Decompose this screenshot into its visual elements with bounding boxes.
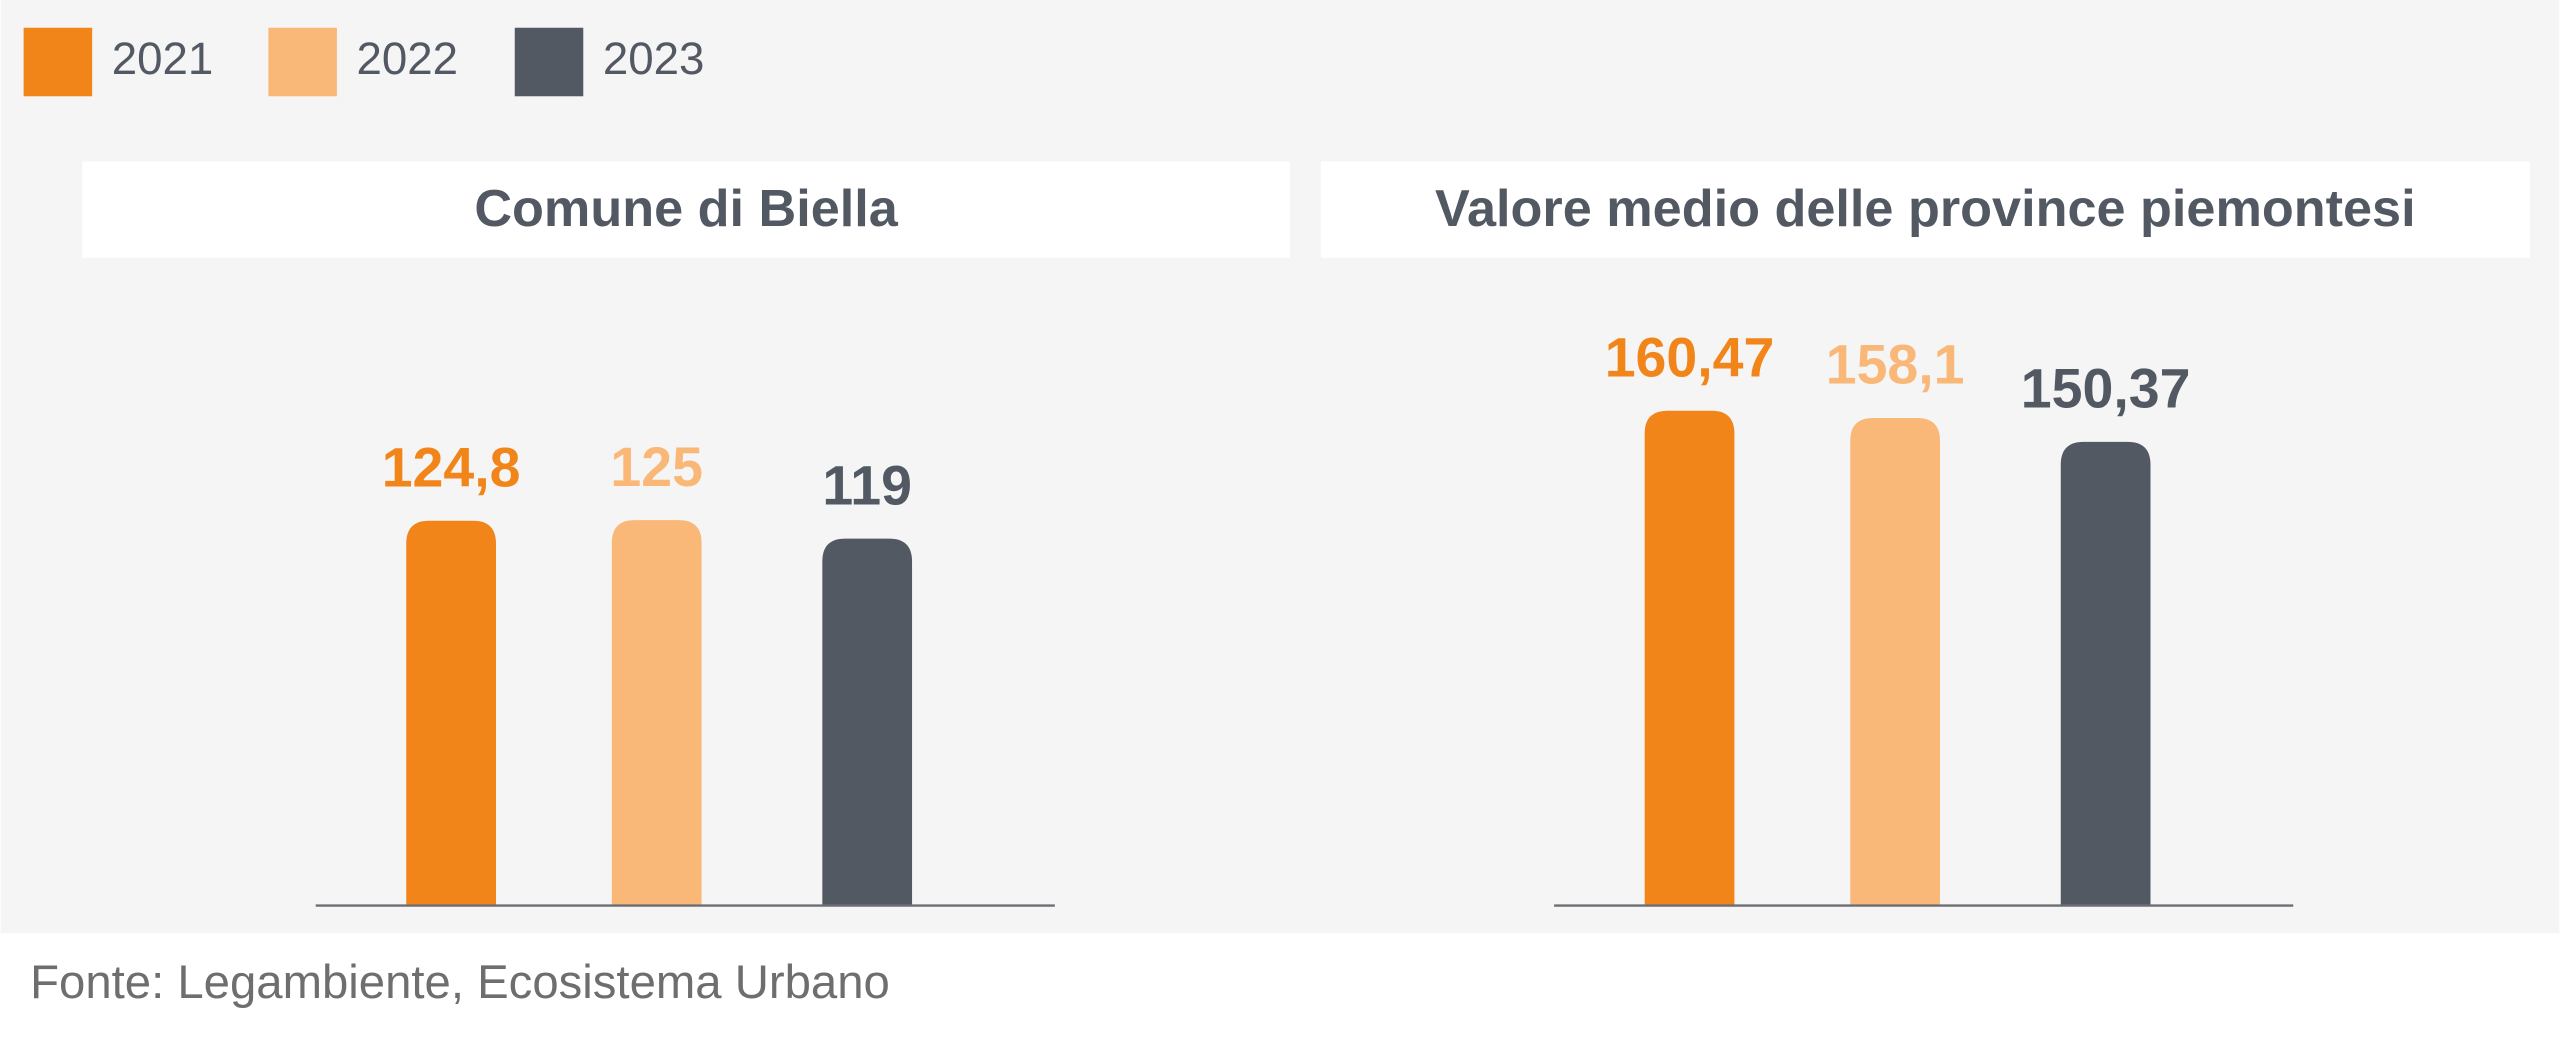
bar [2060,441,2151,906]
panel-title-box [1320,161,2530,258]
panel-title: Valore medio delle province piemontesi [1435,180,2416,238]
source: Fonte: Legambiente, Ecosistema Urbano [30,956,890,1009]
bar [611,520,702,906]
value-label: 119 [822,454,911,516]
legend-swatch [268,27,337,97]
legend-swatch [23,27,93,97]
legend-label: 2021 [112,33,214,84]
legend-label: 2023 [603,33,705,84]
bar [406,520,496,906]
legend-label: 2022 [356,33,458,84]
value-label: 150,37 [2021,358,2191,420]
legend-swatch [514,27,584,97]
value-label: 124,8 [382,436,521,498]
panel-title-box [82,161,1290,258]
bar [822,538,913,906]
bar [1850,418,1941,906]
value-label: 158,1 [1826,334,1965,396]
panel-title: Comune di Biella [474,180,898,238]
value-label: 160,47 [1605,326,1775,388]
value-label: 125 [610,436,703,498]
bar [1644,410,1735,906]
